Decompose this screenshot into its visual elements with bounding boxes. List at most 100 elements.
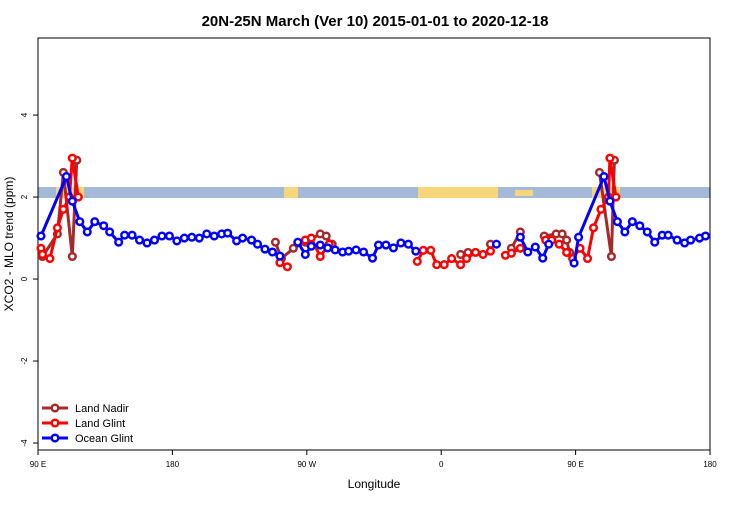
- point: [642, 227, 652, 237]
- y-tick-label: 4: [20, 112, 29, 117]
- point: [663, 230, 673, 240]
- y-tick-label: -4: [20, 439, 29, 447]
- land-patch: [592, 187, 620, 198]
- point: [202, 229, 212, 239]
- point: [373, 240, 384, 250]
- point: [270, 237, 280, 247]
- y-tick-label: -2: [20, 357, 29, 365]
- point: [686, 235, 696, 245]
- point: [267, 247, 278, 257]
- point: [447, 254, 457, 264]
- point: [306, 241, 316, 251]
- point: [315, 240, 325, 250]
- point: [321, 231, 331, 241]
- point: [456, 249, 466, 260]
- x-tick-label: 180: [703, 460, 717, 469]
- point: [246, 235, 257, 245]
- point: [90, 217, 100, 227]
- point: [238, 233, 248, 243]
- point: [36, 231, 46, 241]
- plot-frame: [37, 37, 711, 451]
- point: [367, 253, 378, 263]
- point: [179, 233, 189, 243]
- legend-label: Land Glint: [75, 418, 125, 430]
- point: [134, 235, 145, 245]
- y-tick-label: 2: [20, 194, 29, 199]
- point: [73, 192, 83, 202]
- point: [523, 247, 533, 257]
- point: [627, 217, 637, 227]
- point: [330, 245, 340, 255]
- point: [300, 249, 310, 260]
- legend-label: Ocean Glint: [75, 433, 133, 445]
- point: [67, 251, 77, 262]
- point: [344, 246, 354, 256]
- point: [606, 251, 616, 262]
- point: [396, 238, 406, 248]
- point: [105, 227, 115, 237]
- point: [582, 254, 593, 264]
- point: [381, 240, 391, 250]
- point: [596, 204, 606, 214]
- x-tick-label: 90 E: [30, 460, 46, 469]
- point: [142, 238, 152, 248]
- point: [388, 243, 398, 253]
- land-patch: [418, 187, 498, 198]
- point: [562, 247, 572, 257]
- point: [275, 251, 285, 261]
- point: [127, 230, 137, 240]
- point: [52, 223, 62, 233]
- point: [260, 244, 270, 254]
- point: [37, 249, 48, 260]
- series: [36, 171, 711, 268]
- chart-title: 20N-25N March (Ver 10) 2015-01-01 to 202…: [202, 13, 549, 30]
- point: [515, 243, 525, 253]
- x-tick-label: 90 E: [567, 460, 583, 469]
- point: [620, 227, 630, 237]
- point: [282, 262, 292, 272]
- point: [403, 239, 413, 249]
- land-patch: [515, 190, 533, 196]
- point: [612, 217, 622, 227]
- legend-marker: [50, 433, 60, 443]
- point: [99, 221, 109, 231]
- point: [611, 192, 621, 202]
- point: [412, 256, 422, 266]
- point: [605, 196, 615, 206]
- point: [411, 246, 421, 256]
- point: [45, 254, 55, 264]
- point: [569, 258, 579, 268]
- ocean-strip: [38, 187, 710, 198]
- point: [351, 245, 361, 255]
- point: [187, 232, 197, 242]
- point: [306, 233, 316, 243]
- point: [650, 237, 660, 247]
- point: [315, 251, 325, 262]
- legend-label: Land Nadir: [75, 403, 129, 415]
- point: [562, 235, 572, 245]
- point: [605, 153, 615, 163]
- point: [114, 237, 124, 247]
- series: [36, 153, 621, 272]
- land-patch: [284, 187, 298, 198]
- x-tick-label: 0: [439, 460, 444, 469]
- point: [635, 221, 645, 231]
- point: [61, 172, 71, 182]
- point: [67, 196, 77, 206]
- point: [157, 231, 167, 241]
- y-tick-label: 0: [20, 276, 29, 281]
- point: [491, 239, 502, 249]
- x-tick-label: 90 W: [297, 460, 316, 469]
- point: [672, 235, 682, 245]
- point: [456, 260, 466, 270]
- point: [194, 233, 204, 243]
- point: [557, 229, 567, 239]
- point: [426, 245, 436, 255]
- point: [588, 223, 599, 233]
- point: [544, 239, 554, 249]
- point: [164, 231, 174, 241]
- point: [554, 239, 564, 249]
- point: [120, 230, 130, 240]
- point: [172, 236, 182, 246]
